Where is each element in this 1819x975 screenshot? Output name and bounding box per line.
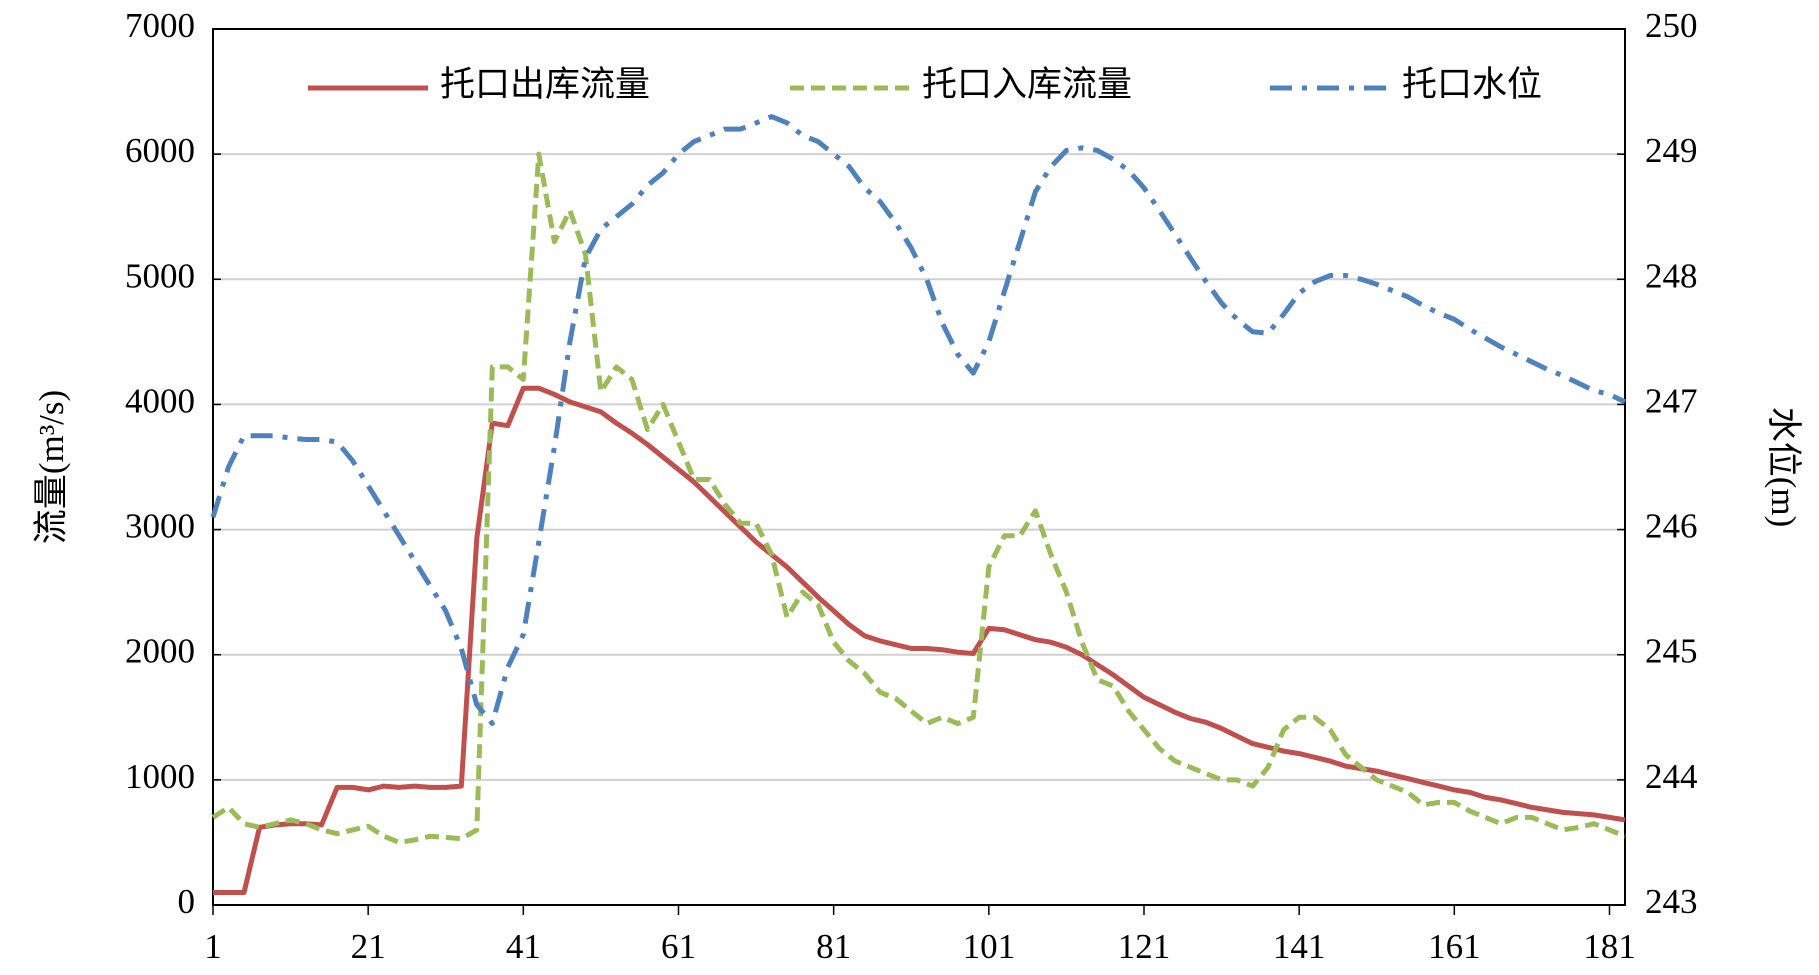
y-tick-label: 1000 [125,757,195,796]
series-line [213,385,1626,895]
x-tick-label: 181 [1583,927,1636,966]
y2-tick-label: 243 [1645,882,1698,921]
x-tick-label: 121 [1118,927,1171,966]
y2-tick-label: 250 [1645,6,1698,45]
series-line [210,114,1627,726]
y2-tick-label: 247 [1645,381,1698,420]
y-axis-label: 流量(m³/s) [32,390,71,544]
x-tick-label: 141 [1273,927,1326,966]
y-tick-label: 2000 [125,632,195,671]
legend-label: 托口水位 [1402,65,1542,104]
x-tick-label: 21 [351,927,386,966]
x-tick-label: 41 [506,927,541,966]
y2-tick-label: 244 [1645,757,1698,796]
x-tick-label: 1 [204,927,222,966]
y2-tick-label: 246 [1645,507,1698,546]
x-tick-label: 81 [816,927,851,966]
y2-tick-label: 245 [1645,632,1698,671]
y2-tick-label: 248 [1645,256,1698,295]
legend-label: 托口出库流量 [440,65,650,104]
x-tick-label: 101 [963,927,1016,966]
y-tick-label: 7000 [125,6,195,45]
y-tick-label: 4000 [125,381,195,420]
y-tick-label: 6000 [125,131,195,170]
y2-tick-label: 249 [1645,131,1698,170]
legend-label: 托口入库流量 [922,65,1132,104]
y-tick-label: 0 [178,882,196,921]
x-tick-label: 161 [1428,927,1481,966]
x-tick-label: 61 [661,927,696,966]
y-tick-label: 5000 [125,256,195,295]
series-line [211,151,1626,845]
plot-frame [212,28,1626,906]
y2-axis-label: 水位(m) [1764,407,1803,528]
y-tick-label: 3000 [125,507,195,546]
